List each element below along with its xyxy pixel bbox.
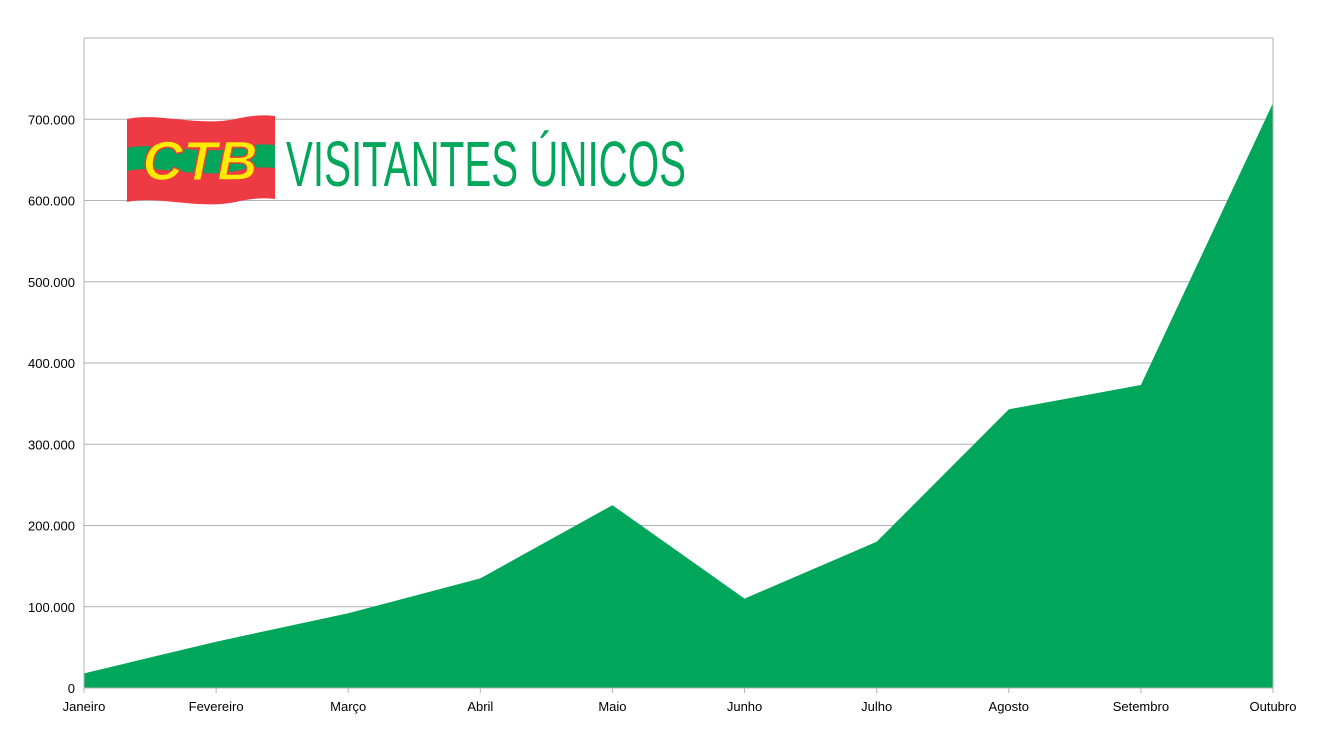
area-fill [84,103,1273,688]
x-tick-label: Julho [861,699,892,714]
y-tick-label: 500.000 [28,275,75,290]
axes [83,37,1274,689]
x-tick-label: Outubro [1250,699,1297,714]
logo-text: CTB [142,129,257,192]
x-tick-label: Fevereiro [189,699,244,714]
y-tick-label: 600.000 [28,194,75,209]
x-tick-label: Abril [467,699,493,714]
x-tick-labels: Janeiro Fevereiro Março Abril Maio Junho Julho… [63,688,1297,714]
area-series [84,103,1273,688]
y-tick-label: 100.000 [28,600,75,615]
x-tick-label: Janeiro [63,699,106,714]
y-tick-label: 200.000 [28,519,75,534]
y-tick-labels: 0 100.000 200.000 300.000 400.000 500.000 600.… [28,112,75,696]
logo-flag-green-stripe [127,144,275,174]
x-tick-label: Junho [727,699,762,714]
x-tick-label: Março [330,699,366,714]
x-tick-label: Agosto [989,699,1029,714]
y-tick-label: 400.000 [28,356,75,371]
x-tick-label: Setembro [1113,699,1169,714]
x-tick-label: Maio [598,699,626,714]
y-tick-label: 0 [68,681,75,696]
ctb-logo: CTB [127,115,275,205]
y-tick-label: 700.000 [28,112,75,127]
chart-title: VISITANTES ÚNICOS [286,128,686,200]
y-tick-label: 300.000 [28,437,75,452]
gridlines [84,118,1273,608]
